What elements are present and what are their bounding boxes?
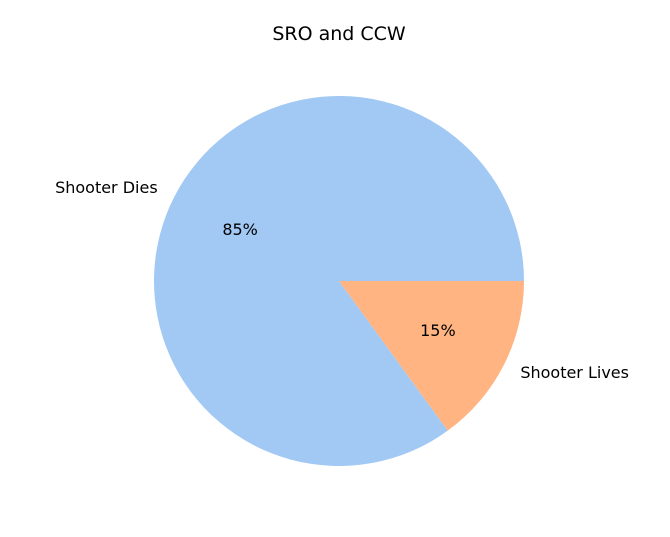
chart-title: SRO and CCW bbox=[272, 23, 406, 45]
pie-slice-shooter-dies bbox=[154, 96, 525, 467]
percent-label-shooter-dies: 85% bbox=[222, 220, 258, 239]
slice-label-shooter-lives: Shooter Lives bbox=[520, 363, 629, 382]
pie-slices bbox=[154, 96, 525, 467]
slice-label-shooter-dies: Shooter Dies bbox=[55, 178, 158, 197]
pie-slice-shooter-lives bbox=[339, 281, 524, 431]
pie-labels: Shooter Dies 85% Shooter Lives 15% bbox=[55, 178, 629, 382]
percent-label-shooter-lives: 15% bbox=[420, 321, 456, 340]
